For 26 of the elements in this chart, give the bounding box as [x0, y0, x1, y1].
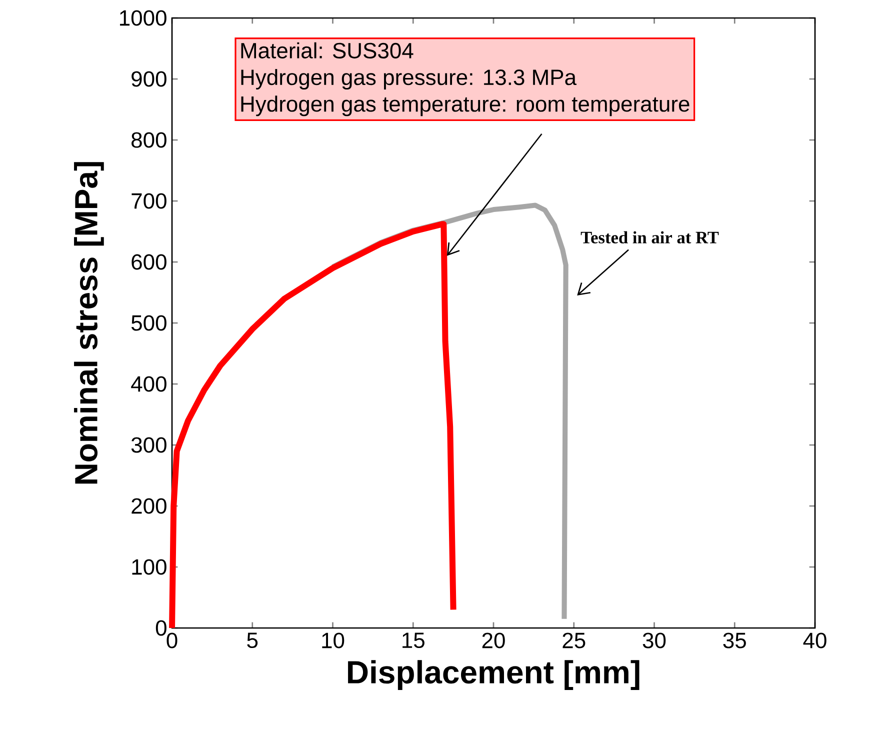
y-axis-title: Nominal stress [MPa]	[74, 162, 104, 484]
x-tick-label: 10	[322, 632, 344, 648]
x-tick-label: 0	[166, 632, 178, 648]
x-tick-label: 25	[562, 632, 586, 648]
y-tick-label: 900	[132, 71, 166, 87]
annotation: Tested in air at RT	[580, 231, 719, 244]
x-tick-label: 40	[803, 632, 826, 648]
y-tick-label: 200	[132, 498, 166, 514]
x-tick-label: 35	[723, 632, 746, 648]
y-tick-label: 800	[132, 132, 166, 148]
y-tick-label: 1000	[120, 10, 166, 26]
x-tick-label: 5	[247, 632, 258, 648]
annotation: Hydrogen gas temperature: room temperature	[241, 96, 690, 116]
y-tick-label: 300	[131, 437, 166, 453]
x-tick-label: 15	[402, 632, 424, 648]
y-tick-label: 600	[132, 254, 166, 270]
y-tick-label: 100	[132, 559, 166, 575]
x-tick-label: 20	[482, 632, 505, 648]
annotation: Hydrogen gas pressure: 13.3 MPa	[241, 68, 577, 90]
y-tick-label: 500	[131, 315, 166, 331]
x-axis-title: Displacement [mm]	[348, 660, 640, 690]
x-tick-label: 30	[642, 632, 666, 648]
y-tick-label: 0	[156, 620, 166, 636]
y-tick-label: 400	[131, 376, 166, 392]
annotation: Material: SUS304	[241, 42, 414, 58]
y-tick-label: 700	[132, 193, 166, 209]
